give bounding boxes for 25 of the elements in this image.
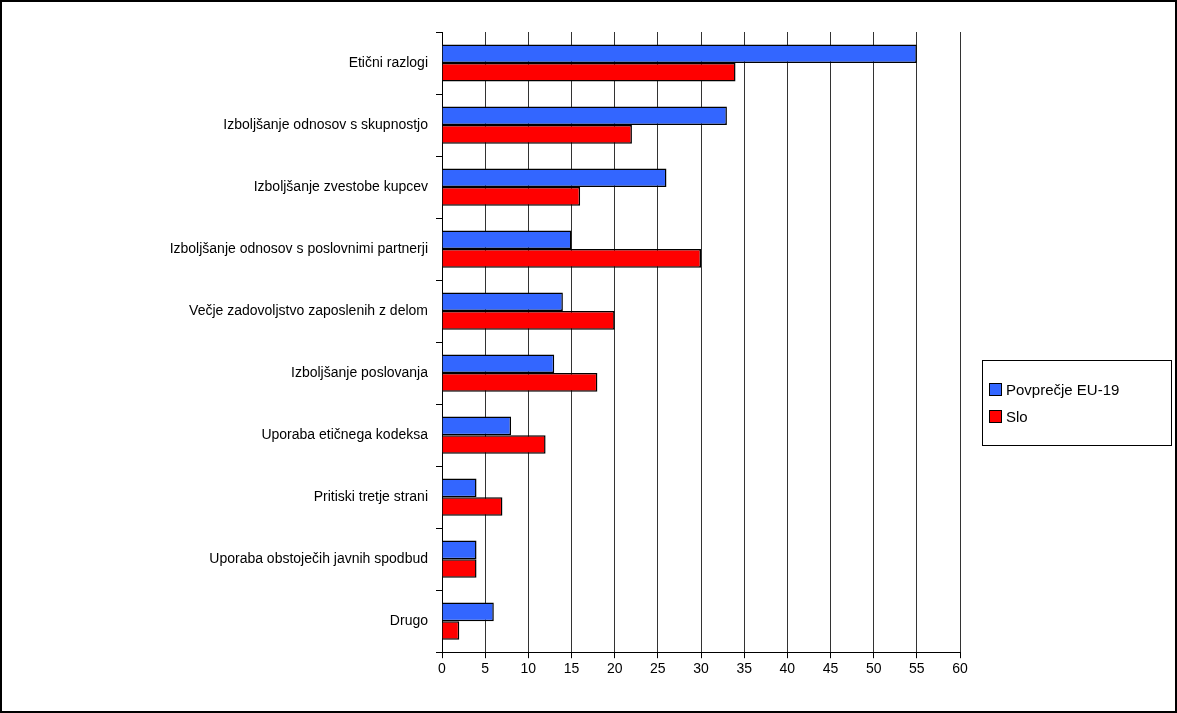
y-tick-label: Izboljšanje poslovanja [291,363,429,380]
y-tick-label: Uporaba obstoječih javnih spodbud [209,550,428,567]
y-tick-label: Etični razlogi [348,53,428,70]
y-tick-label: Izboljšanje odnosov s skupnostjo [223,115,429,132]
y-tick-label: Uporaba etičnega kodeksa [261,425,429,442]
legend-label: Slo [1006,408,1028,425]
y-tick-label: Izboljšanje odnosov s poslovnimi partnerji [169,239,428,256]
y-tick-label: Drugo [389,612,429,629]
y-tick-label: Pritiski tretje strani [313,488,428,505]
y-tick-label: Večje zadovoljstvo zaposlenih z delom [189,301,428,318]
x-tick-label: 50 [865,660,882,677]
x-tick-label: 60 [952,660,968,677]
x-tick-label: 55 [909,660,925,677]
x-tick-label: 10 [520,660,537,677]
x-tick-label: 40 [779,660,796,677]
x-tick-label: 30 [693,660,709,677]
x-tick-label: 15 [563,660,580,677]
legend-label: Povprečje EU-19 [1006,381,1120,398]
y-tick-label: Izboljšanje zvestobe kupcev [253,177,428,194]
x-tick-label: 25 [650,660,666,677]
x-tick-label: 5 [481,660,490,677]
x-tick-label: 20 [606,660,623,677]
x-tick-label: 45 [822,660,839,677]
x-tick-label: 35 [736,660,753,677]
x-tick-label: 0 [438,660,447,677]
